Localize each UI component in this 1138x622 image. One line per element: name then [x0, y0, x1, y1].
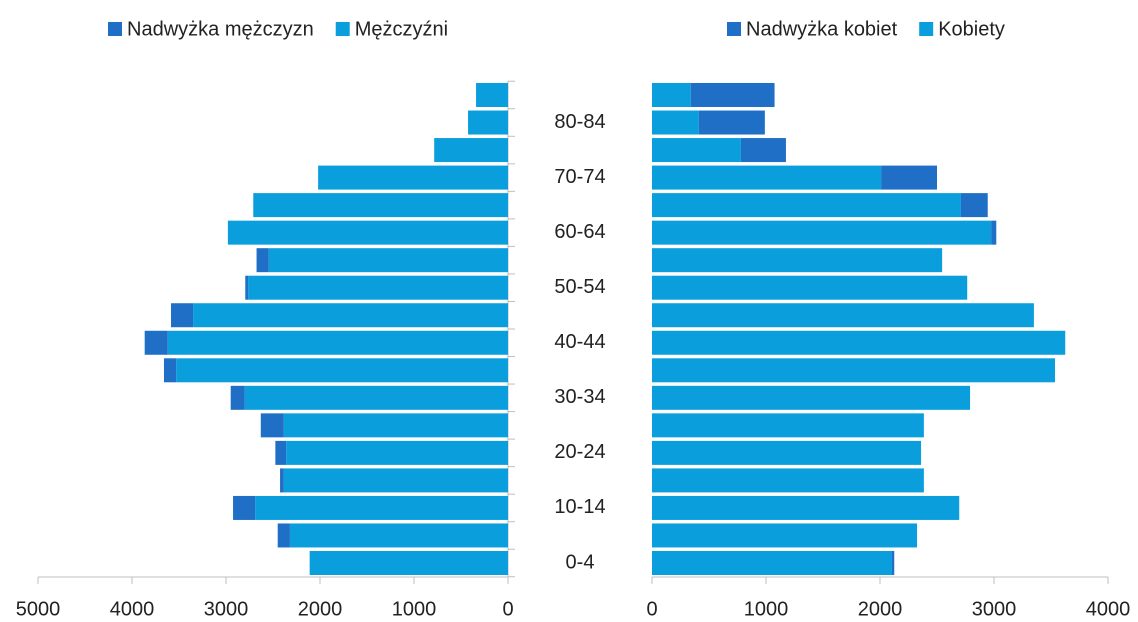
- bar: [167, 330, 508, 355]
- bar: [253, 193, 508, 218]
- bar: [881, 165, 937, 190]
- bar: [176, 358, 508, 383]
- bar: [652, 330, 1066, 355]
- bar: [652, 110, 699, 135]
- bar: [248, 275, 508, 300]
- bar: [280, 468, 284, 493]
- bar: [652, 413, 924, 438]
- x-tick-label: 2000: [858, 598, 903, 620]
- bar: [286, 440, 508, 465]
- bar: [652, 358, 1055, 383]
- bar: [652, 275, 968, 300]
- category-label: 50-54: [554, 276, 605, 298]
- x-tick-label: 0: [502, 598, 513, 620]
- x-tick-label: 3000: [204, 598, 249, 620]
- bar: [960, 193, 988, 218]
- bar: [275, 440, 287, 465]
- category-label: 0-4: [566, 551, 595, 573]
- bar: [690, 83, 775, 107]
- x-tick-label: 4000: [1086, 598, 1131, 620]
- category-label: 20-24: [554, 441, 605, 463]
- category-label: 10-14: [554, 496, 605, 518]
- bar: [652, 495, 960, 520]
- legend-swatch: [727, 22, 741, 36]
- bar: [652, 303, 1034, 328]
- legend-swatch: [108, 22, 122, 36]
- bar: [318, 165, 508, 190]
- category-label: 60-64: [554, 221, 605, 243]
- bar: [991, 220, 997, 245]
- bar: [233, 495, 256, 520]
- bar: [244, 385, 509, 410]
- bar: [193, 303, 508, 328]
- category-label: 70-74: [554, 166, 605, 188]
- bar: [652, 193, 961, 218]
- bar: [652, 165, 882, 190]
- bar: [255, 495, 508, 520]
- bar: [171, 303, 194, 328]
- bar: [434, 138, 508, 163]
- bar: [652, 440, 922, 465]
- x-tick-label: 2000: [298, 598, 343, 620]
- category-label: 80-84: [554, 111, 605, 133]
- bar: [245, 275, 249, 300]
- legend-label: Kobiety: [938, 18, 1005, 40]
- bar: [268, 248, 508, 273]
- legend-label: Mężczyźni: [355, 18, 448, 40]
- bar: [289, 523, 508, 548]
- bar: [283, 413, 508, 438]
- bar: [740, 138, 786, 163]
- bar: [230, 385, 245, 410]
- bar: [891, 551, 895, 575]
- x-tick-label: 1000: [744, 598, 789, 620]
- bar: [652, 220, 992, 245]
- x-tick-label: 4000: [110, 598, 155, 620]
- bar: [652, 248, 943, 273]
- bar: [652, 138, 741, 163]
- bar: [468, 110, 508, 135]
- bar: [652, 83, 691, 107]
- bar: [652, 551, 892, 575]
- bar: [277, 523, 290, 548]
- legend-swatch: [919, 22, 934, 36]
- bar: [652, 468, 924, 493]
- bar: [163, 358, 177, 383]
- bar: [283, 468, 508, 493]
- bar: [144, 330, 168, 355]
- legend-swatch: [335, 22, 350, 36]
- legend-label: Nadwyżka kobiet: [746, 18, 898, 40]
- bar: [260, 413, 284, 438]
- bar: [652, 523, 918, 548]
- bar: [652, 385, 971, 410]
- bar: [476, 83, 508, 107]
- bar: [698, 110, 765, 135]
- legend-label: Nadwyżka mężczyzn: [127, 18, 314, 40]
- category-label: 30-34: [554, 386, 605, 408]
- x-tick-label: 5000: [16, 598, 61, 620]
- bar: [227, 220, 508, 245]
- bar: [309, 551, 508, 575]
- category-label: 40-44: [554, 331, 605, 353]
- bar: [256, 248, 269, 273]
- x-tick-label: 3000: [972, 598, 1017, 620]
- x-tick-label: 1000: [392, 598, 437, 620]
- x-tick-label: 0: [646, 598, 657, 620]
